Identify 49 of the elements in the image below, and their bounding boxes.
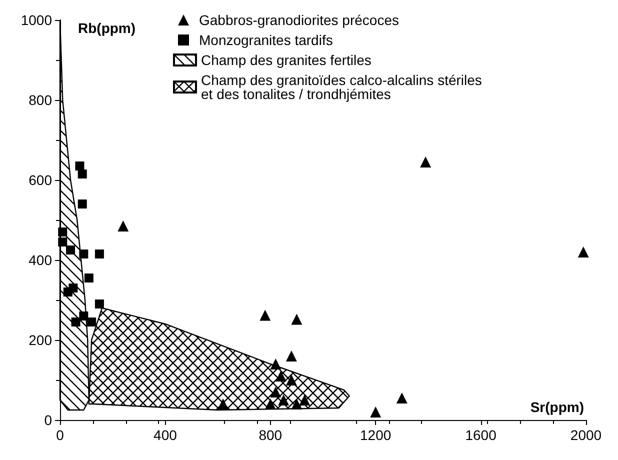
point: [94, 300, 104, 308]
legend-label: Gabbros-granodiorites précoces: [199, 12, 399, 28]
x-tick-label: 1200: [360, 427, 392, 443]
legend-label: Champ des granitoïdes calco-alcalins stériles et des tonalites / trondhjémites: [201, 72, 482, 102]
y-axis-title: Rb(ppm): [78, 20, 136, 36]
y-tick-label: 400: [28, 252, 52, 268]
point: [79, 250, 88, 258]
x-tick-label: 0: [56, 427, 64, 443]
point: [275, 370, 286, 382]
x-tick-label: 1600: [465, 427, 497, 443]
legend-label: Champ des granites fertiles: [201, 52, 372, 68]
legend-label: Monzogranites tardifs: [199, 32, 333, 48]
point: [291, 398, 302, 410]
point: [71, 318, 80, 326]
point: [78, 170, 87, 178]
point: [68, 284, 78, 292]
y-tick-label: 600: [28, 172, 52, 188]
x-axis-title: Sr(ppm): [530, 399, 584, 415]
point: [58, 238, 68, 246]
point: [270, 386, 282, 398]
y-tick-label: 200: [28, 332, 52, 348]
y-tick-label: 0: [44, 412, 52, 428]
point: [79, 312, 88, 320]
point: [286, 374, 297, 386]
x-tick-label: 2000: [570, 427, 602, 443]
point: [578, 246, 589, 258]
point: [78, 200, 87, 208]
point: [264, 398, 276, 410]
point: [84, 274, 94, 282]
point: [270, 358, 282, 370]
point: [260, 310, 271, 321]
point: [286, 350, 297, 362]
point: [291, 314, 302, 325]
y-tick-label: 1000: [20, 12, 52, 28]
point: [87, 318, 96, 326]
point: [396, 392, 408, 404]
point: [66, 246, 76, 254]
point: [94, 250, 104, 258]
y-tick-label: 800: [28, 92, 52, 108]
point: [420, 156, 432, 168]
point: [370, 406, 382, 418]
point: [218, 398, 229, 410]
point: [299, 394, 310, 406]
point: [118, 220, 129, 232]
point: [278, 394, 290, 406]
point: [75, 162, 84, 170]
x-tick-label: 400: [154, 427, 178, 443]
x-tick-label: 800: [258, 427, 282, 443]
point: [58, 228, 68, 236]
